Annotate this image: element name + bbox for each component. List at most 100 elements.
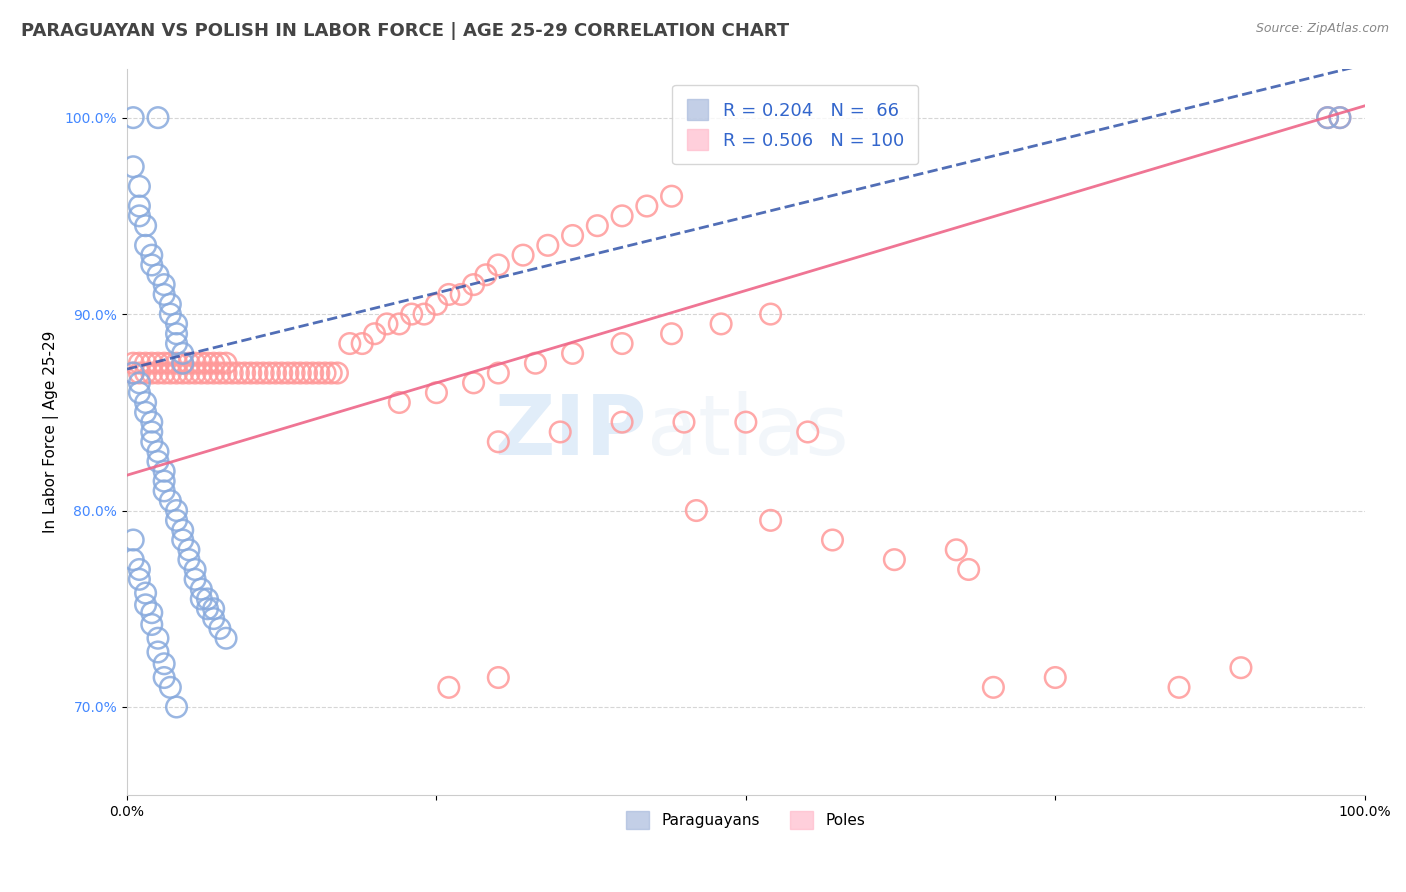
Point — [388, 317, 411, 331]
Point — [184, 572, 207, 586]
Point — [283, 366, 305, 380]
Point — [270, 366, 292, 380]
Point — [128, 209, 150, 223]
Point — [146, 356, 169, 370]
Point — [141, 606, 163, 620]
Point — [883, 552, 905, 566]
Point — [128, 366, 150, 380]
Point — [1329, 111, 1351, 125]
Point — [141, 366, 163, 380]
Point — [661, 189, 683, 203]
Point — [166, 700, 188, 714]
Point — [339, 336, 361, 351]
Point — [957, 562, 980, 576]
Point — [259, 366, 281, 380]
Point — [208, 366, 231, 380]
Point — [159, 493, 181, 508]
Point — [141, 356, 163, 370]
Point — [524, 356, 547, 370]
Point — [1045, 671, 1067, 685]
Point — [486, 366, 509, 380]
Point — [122, 111, 145, 125]
Point — [153, 277, 176, 292]
Point — [197, 366, 219, 380]
Point — [135, 598, 157, 612]
Point — [122, 160, 145, 174]
Point — [672, 415, 695, 429]
Point — [141, 617, 163, 632]
Text: Source: ZipAtlas.com: Source: ZipAtlas.com — [1256, 22, 1389, 36]
Point — [561, 346, 583, 360]
Point — [172, 366, 194, 380]
Point — [166, 366, 188, 380]
Point — [135, 238, 157, 252]
Point — [177, 552, 200, 566]
Point — [146, 268, 169, 282]
Point — [450, 287, 472, 301]
Point — [122, 366, 145, 380]
Point — [610, 336, 633, 351]
Point — [425, 385, 447, 400]
Point — [661, 326, 683, 341]
Point — [685, 503, 707, 517]
Point — [1316, 111, 1339, 125]
Point — [197, 601, 219, 615]
Point — [153, 483, 176, 498]
Point — [215, 632, 238, 646]
Point — [326, 366, 349, 380]
Point — [486, 671, 509, 685]
Point — [321, 366, 343, 380]
Point — [401, 307, 423, 321]
Point — [413, 307, 436, 321]
Point — [135, 405, 157, 419]
Point — [197, 591, 219, 606]
Point — [945, 542, 967, 557]
Point — [166, 503, 188, 517]
Point — [128, 385, 150, 400]
Point — [128, 199, 150, 213]
Point — [796, 425, 818, 439]
Point — [636, 199, 658, 213]
Point — [135, 586, 157, 600]
Point — [146, 454, 169, 468]
Point — [146, 632, 169, 646]
Point — [166, 356, 188, 370]
Point — [177, 542, 200, 557]
Point — [172, 533, 194, 547]
Point — [122, 533, 145, 547]
Point — [314, 366, 336, 380]
Point — [375, 317, 398, 331]
Point — [1329, 111, 1351, 125]
Point — [122, 366, 145, 380]
Point — [135, 395, 157, 409]
Point — [128, 356, 150, 370]
Text: PARAGUAYAN VS POLISH IN LABOR FORCE | AGE 25-29 CORRELATION CHART: PARAGUAYAN VS POLISH IN LABOR FORCE | AG… — [21, 22, 789, 40]
Point — [1230, 661, 1253, 675]
Point — [159, 297, 181, 311]
Point — [128, 572, 150, 586]
Point — [190, 356, 212, 370]
Point — [172, 346, 194, 360]
Point — [537, 238, 560, 252]
Point — [190, 366, 212, 380]
Point — [146, 645, 169, 659]
Point — [172, 356, 194, 370]
Point — [159, 356, 181, 370]
Point — [486, 258, 509, 272]
Point — [122, 356, 145, 370]
Point — [202, 366, 225, 380]
Point — [437, 681, 460, 695]
Point — [172, 356, 194, 370]
Point — [159, 307, 181, 321]
Point — [141, 248, 163, 262]
Point — [352, 336, 374, 351]
Point — [301, 366, 323, 380]
Text: atlas: atlas — [647, 392, 849, 473]
Point — [363, 326, 385, 341]
Y-axis label: In Labor Force | Age 25-29: In Labor Force | Age 25-29 — [44, 331, 59, 533]
Point — [146, 366, 169, 380]
Point — [610, 209, 633, 223]
Point — [239, 366, 262, 380]
Point — [475, 268, 498, 282]
Point — [135, 356, 157, 370]
